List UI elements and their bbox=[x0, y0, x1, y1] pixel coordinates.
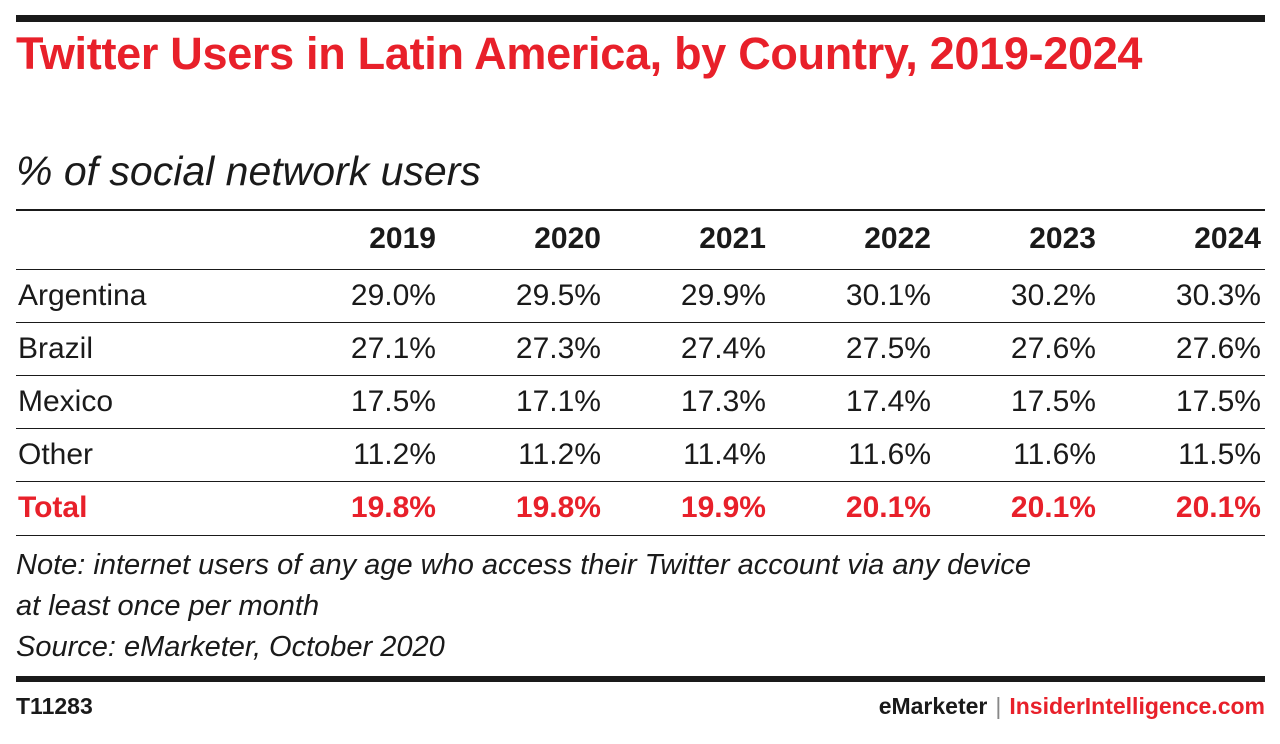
total-cell: 19.9% bbox=[680, 491, 766, 524]
total-row-label: Total bbox=[18, 491, 88, 524]
table-rule-4 bbox=[16, 428, 1265, 429]
table-cell: 11.4% bbox=[683, 438, 766, 471]
table-cell: 17.5% bbox=[350, 385, 436, 418]
chart-id: T11283 bbox=[16, 693, 93, 719]
note-line-1: Note: internet users of any age who acce… bbox=[16, 549, 1031, 581]
column-header: 2020 bbox=[534, 222, 601, 255]
table-rule-1 bbox=[16, 269, 1265, 270]
note-line-2: at least once per month bbox=[16, 590, 320, 622]
table-cell: 11.5% bbox=[1178, 438, 1261, 471]
column-header: 2024 bbox=[1194, 222, 1261, 255]
top-rule bbox=[16, 15, 1265, 22]
row-label: Argentina bbox=[18, 279, 147, 312]
bottom-rule bbox=[16, 676, 1265, 682]
table-cell: 29.9% bbox=[680, 279, 766, 312]
table-rule-2 bbox=[16, 322, 1265, 323]
chart-page: Twitter Users in Latin America, by Count… bbox=[16, 0, 1265, 744]
brand-separator: | bbox=[995, 693, 1002, 719]
table-cell: 17.4% bbox=[845, 385, 931, 418]
table-cell: 17.1% bbox=[515, 385, 601, 418]
footer-brand: eMarketer | InsiderIntelligence.com bbox=[879, 691, 1265, 721]
row-label: Mexico bbox=[18, 385, 114, 418]
table-cell: 27.4% bbox=[680, 332, 766, 365]
table-cell: 27.6% bbox=[1175, 332, 1261, 365]
table-cell: 11.2% bbox=[353, 438, 436, 471]
table-cell: 11.6% bbox=[1013, 438, 1096, 471]
table-cell: 30.2% bbox=[1010, 279, 1096, 312]
table-cell: 11.2% bbox=[518, 438, 601, 471]
table-cell: 11.6% bbox=[848, 438, 931, 471]
table-cell: 29.5% bbox=[515, 279, 601, 312]
table-cell: 17.5% bbox=[1010, 385, 1096, 418]
table-cell: 17.3% bbox=[680, 385, 766, 418]
row-label: Other bbox=[18, 438, 94, 471]
column-header: 2021 bbox=[699, 222, 766, 255]
total-cell: 20.1% bbox=[845, 491, 931, 524]
table-cell: 29.0% bbox=[350, 279, 436, 312]
total-cell: 19.8% bbox=[515, 491, 601, 524]
brand-site-link[interactable]: InsiderIntelligence.com bbox=[1009, 693, 1265, 719]
table-rule-6 bbox=[16, 535, 1265, 536]
table-cell: 27.3% bbox=[515, 332, 601, 365]
total-cell: 20.1% bbox=[1175, 491, 1261, 524]
brand-emarketer: eMarketer bbox=[878, 693, 988, 719]
total-cell: 19.8% bbox=[350, 491, 436, 524]
table-cell: 30.1% bbox=[845, 279, 931, 312]
table-cell: 17.5% bbox=[1175, 385, 1261, 418]
chart-title: Twitter Users in Latin America, by Count… bbox=[16, 28, 1143, 79]
source-line: Source: eMarketer, October 2020 bbox=[16, 631, 445, 663]
chart-subtitle: % of social network users bbox=[16, 148, 481, 194]
table-cell: 30.3% bbox=[1175, 279, 1261, 312]
table-rule-5 bbox=[16, 481, 1265, 482]
column-header: 2023 bbox=[1029, 222, 1096, 255]
row-label: Brazil bbox=[18, 332, 94, 365]
table-cell: 27.5% bbox=[845, 332, 931, 365]
note-block: Note: internet users of any age who acce… bbox=[16, 545, 1265, 668]
total-cell: 20.1% bbox=[1010, 491, 1096, 524]
table-cell: 27.6% bbox=[1010, 332, 1096, 365]
table-cell: 27.1% bbox=[350, 332, 436, 365]
table-rule-0 bbox=[16, 209, 1265, 211]
column-header: 2019 bbox=[369, 222, 436, 255]
column-header: 2022 bbox=[864, 222, 931, 255]
table-rule-3 bbox=[16, 375, 1265, 376]
